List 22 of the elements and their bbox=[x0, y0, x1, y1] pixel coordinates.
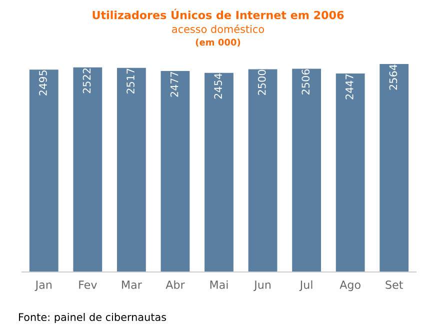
x-tick-label: Abr bbox=[166, 280, 185, 289]
data-label: 2506 bbox=[302, 69, 310, 94]
text: (em 000) bbox=[196, 38, 240, 47]
chart-subtitle: acesso doméstico bbox=[172, 24, 264, 34]
data-label: 2477 bbox=[170, 72, 178, 97]
source-note: Fonte: painel de cibernautas bbox=[19, 312, 166, 324]
x-tick-label: Jun bbox=[254, 280, 271, 291]
x-tick-label: Fev bbox=[79, 280, 97, 289]
chart-title: Utilizadores Únicos de Internet em 2006 bbox=[92, 8, 344, 20]
x-tick-label: Ago bbox=[340, 280, 360, 292]
x-tick-label: Mar bbox=[122, 280, 142, 289]
data-label: 2522 bbox=[82, 68, 91, 94]
data-label: 2517 bbox=[126, 68, 134, 94]
x-tick-label: Set bbox=[386, 280, 403, 289]
x-tick-label: Mai bbox=[210, 280, 228, 289]
data-label: 2454 bbox=[214, 74, 222, 99]
data-label: 2447 bbox=[345, 74, 354, 100]
x-tick-label: Jul bbox=[299, 280, 312, 291]
data-label: 2564 bbox=[389, 64, 398, 90]
data-label: 2500 bbox=[258, 70, 266, 95]
data-label: 2495 bbox=[39, 70, 47, 96]
x-tick-label: Jan bbox=[34, 280, 52, 291]
